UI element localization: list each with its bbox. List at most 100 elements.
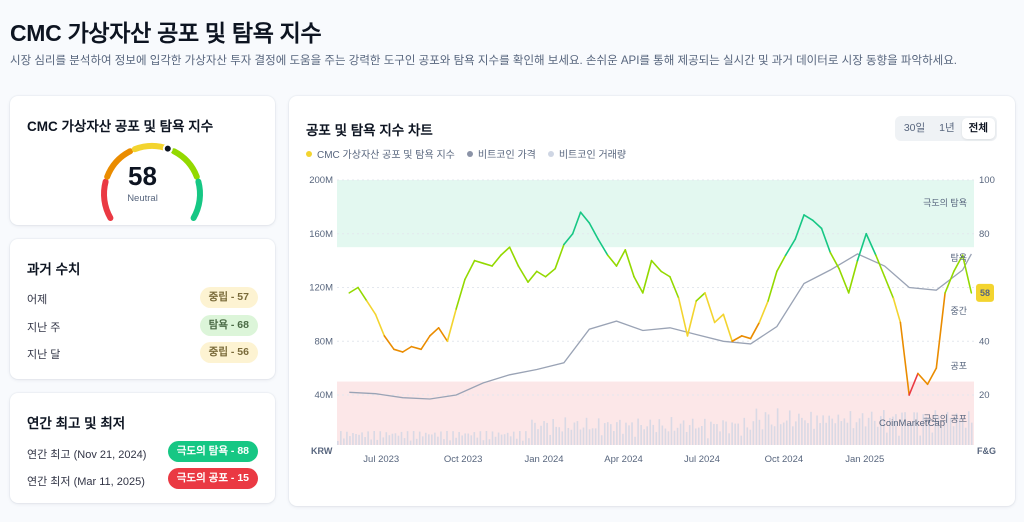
fng-line-segment xyxy=(695,292,706,302)
volume-bar xyxy=(825,422,827,445)
fng-line-segment xyxy=(437,327,449,343)
volume-bar xyxy=(849,411,852,445)
volume-bar xyxy=(961,422,964,445)
volume-bar xyxy=(552,419,554,445)
volume-bar xyxy=(476,437,479,445)
gauge-card-title: CMC 가상자산 공포 및 탐욕 지수 xyxy=(27,119,214,134)
volume-bar xyxy=(858,418,861,445)
volume-bar xyxy=(661,425,664,445)
gauge-sentiment-label: Neutral xyxy=(127,193,158,204)
volume-bar xyxy=(822,415,824,445)
right-axis-tick: 20 xyxy=(979,390,990,401)
volume-bar xyxy=(883,410,885,445)
volume-bar xyxy=(458,432,460,445)
fng-line-segment xyxy=(856,232,868,262)
volume-bar xyxy=(834,423,837,445)
fng-line-segment xyxy=(811,219,823,230)
volume-bar xyxy=(391,433,394,445)
x-axis-tick: Apr 2024 xyxy=(604,454,643,465)
volume-bar xyxy=(464,433,466,445)
volume-bar xyxy=(655,432,658,445)
volume-bar xyxy=(579,429,582,445)
volume-bar xyxy=(670,417,673,445)
fng-line-segment xyxy=(917,372,929,386)
annual-high-low-card: 연간 최고 및 최저 연간 최고 (Nov 21, 2024) 극도의 탐욕 -… xyxy=(10,393,275,503)
volume-bar xyxy=(382,437,385,445)
volume-bar xyxy=(367,431,369,445)
volume-bar xyxy=(525,431,527,445)
fng-line-segment xyxy=(393,348,404,353)
volume-bar xyxy=(898,435,900,445)
fng-line-segment xyxy=(741,335,752,340)
volume-bar xyxy=(886,432,888,445)
fng-line-segment xyxy=(571,211,582,235)
annual-low-label: 연간 최저 (Mar 11, 2025) xyxy=(27,476,145,488)
fng-line-segment xyxy=(803,214,814,222)
volume-bar xyxy=(488,439,491,445)
volume-bar xyxy=(406,431,409,445)
fng-line-segment xyxy=(554,243,565,270)
volume-bar xyxy=(664,428,667,445)
volume-bar xyxy=(816,415,818,445)
volume-bar xyxy=(907,423,909,445)
fng-line-segment xyxy=(875,254,886,278)
legend-item-btc-volume[interactable]: 비트코인 거래량 xyxy=(547,146,626,161)
volume-bar xyxy=(640,425,642,445)
volume-bar xyxy=(943,420,946,445)
volume-bar xyxy=(343,438,345,445)
fng-line-segment xyxy=(961,254,973,294)
legend-item-fng[interactable]: CMC 가상자산 공포 및 탐욕 지수 xyxy=(306,146,455,161)
legend-item-btc-price[interactable]: 비트코인 가격 xyxy=(466,146,536,161)
volume-bar xyxy=(679,423,682,445)
history-row-label-last-week: 지난 주 xyxy=(27,322,61,334)
fng-line-segment xyxy=(669,275,680,300)
legend-label-fng: CMC 가상자산 공포 및 탐욕 지수 xyxy=(317,150,455,161)
zone-label-extreme-fear: 극도의 공포 xyxy=(923,414,967,424)
chart-range-tabs: 30일 1년 전체 xyxy=(894,116,997,141)
fng-line-segment xyxy=(348,286,359,294)
volume-bar xyxy=(355,434,357,445)
volume-bar xyxy=(634,436,636,445)
volume-bar xyxy=(740,435,743,445)
tab-all[interactable]: 전체 xyxy=(961,118,995,139)
volume-bar xyxy=(795,421,797,445)
volume-bar xyxy=(925,416,928,445)
volume-bar xyxy=(370,439,372,445)
volume-bar xyxy=(725,421,727,445)
history-badge-last-week: 탐욕 - 68 xyxy=(199,315,258,336)
volume-bar xyxy=(440,431,442,445)
volume-bar xyxy=(573,422,576,445)
volume-bar xyxy=(658,419,661,445)
volume-bar xyxy=(837,414,840,445)
volume-bar xyxy=(752,421,755,445)
volume-bar xyxy=(622,433,624,445)
left-axis-tick: 120M xyxy=(309,283,333,294)
volume-bar xyxy=(537,429,539,445)
left-axis-unit: KRW xyxy=(311,446,333,456)
fng-line-segment xyxy=(401,345,413,353)
left-axis-tick: 160M xyxy=(309,229,333,240)
fng-line-segment xyxy=(892,297,902,324)
volume-bar xyxy=(616,422,618,445)
volume-bar xyxy=(673,430,676,445)
volume-bar xyxy=(688,425,691,445)
volume-bar xyxy=(349,436,351,445)
volume-bar xyxy=(970,422,973,445)
fng-line-segment xyxy=(374,313,386,337)
fng-line-segment xyxy=(633,275,644,294)
tab-30d[interactable]: 30일 xyxy=(903,122,926,134)
fng-line-segment xyxy=(704,292,716,324)
tab-1y[interactable]: 1년 xyxy=(939,122,955,134)
volume-bar xyxy=(549,434,551,445)
volume-bar xyxy=(555,426,557,445)
current-value-badge: 58 xyxy=(976,283,994,302)
volume-bar xyxy=(361,432,363,445)
volume-bar xyxy=(515,438,518,445)
volume-bar xyxy=(446,431,448,445)
volume-bar xyxy=(628,425,630,445)
gauge-arc-segment xyxy=(190,178,203,221)
volume-bar xyxy=(643,429,645,445)
legend-label-btc-price: 비트코인 가격 xyxy=(477,150,536,161)
volume-bar xyxy=(479,431,482,445)
